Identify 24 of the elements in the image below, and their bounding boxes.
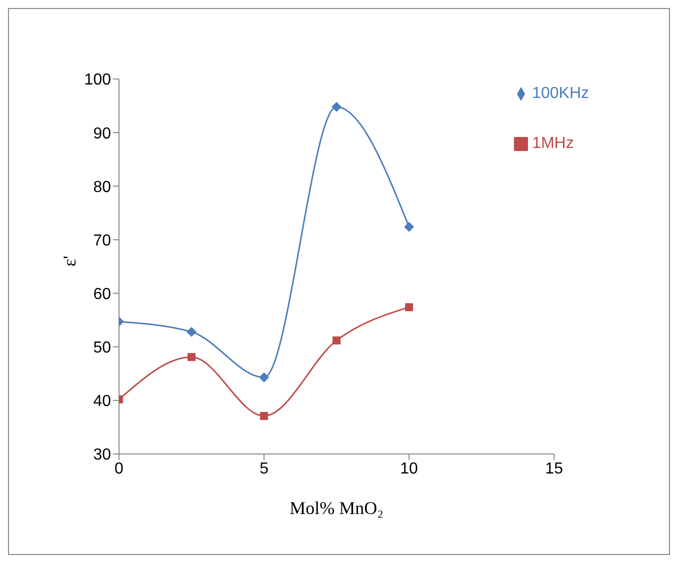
point	[405, 303, 414, 312]
x-axis-title: Mol% MnO₂	[290, 498, 384, 518]
y-tick-label: 90	[93, 125, 112, 142]
y-tick-label: 60	[93, 286, 112, 303]
y-tick-label: 50	[93, 340, 112, 357]
point	[188, 353, 196, 362]
point	[332, 102, 342, 112]
y-tick-label: 100	[84, 72, 112, 89]
point	[259, 372, 270, 382]
point	[332, 336, 341, 344]
y-tick-label: 70	[93, 232, 112, 250]
x-tick-label: 10	[400, 460, 418, 478]
x-tick-label: 15	[545, 460, 564, 478]
x-tick-label: 0	[114, 460, 124, 478]
y-axis-title: ε'	[59, 256, 80, 266]
y-tick-label: 40	[93, 393, 112, 410]
point	[260, 412, 268, 420]
y-tick-label: 80	[93, 178, 112, 196]
point	[404, 222, 414, 232]
x-tick-label: 5	[260, 460, 269, 478]
legend-label: 1MHz	[532, 135, 574, 152]
point	[186, 326, 197, 337]
legend-label: 100KHz	[532, 85, 589, 102]
y-tick-label: 30	[93, 446, 112, 464]
